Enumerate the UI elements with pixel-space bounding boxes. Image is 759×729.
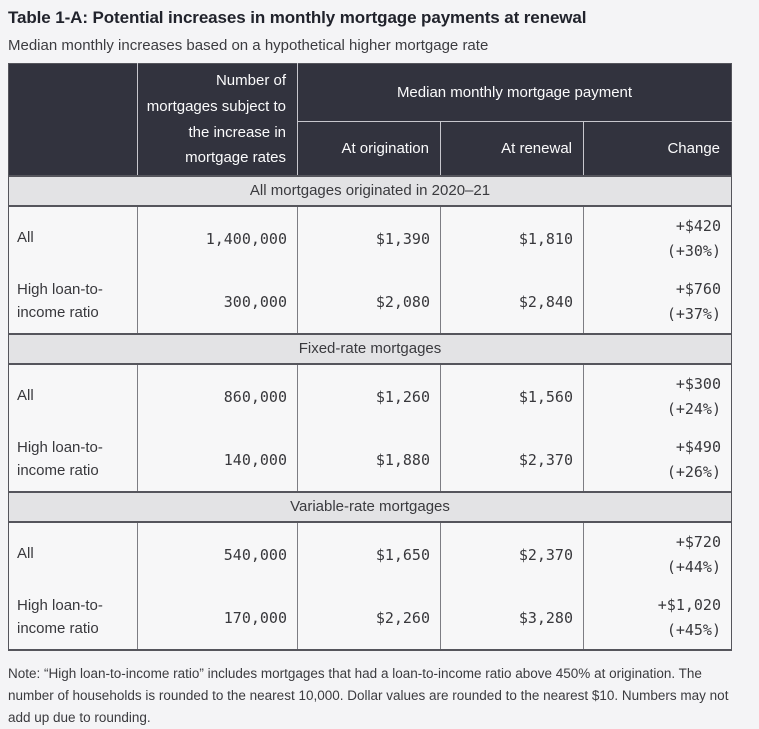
change-amount: +$1,020 [657,596,721,615]
origination-cell: $1,650 [297,522,441,587]
origination-cell: $2,080 [297,270,441,335]
origination-cell: $2,260 [297,586,441,651]
table-header: Number of mortgages subject to the incre… [8,63,732,177]
table-row: All 860,000 $1,260 $1,560 +$300 (+24%) [8,364,732,429]
count-cell: 170,000 [137,586,298,651]
count-cell: 540,000 [137,522,298,587]
change-cell: +$1,020 (+45%) [583,586,732,651]
change-percent: (+24%) [666,399,721,418]
header-at-origination: At origination [297,121,441,177]
header-at-renewal: At renewal [440,121,584,177]
change-percent: (+30%) [666,241,721,260]
table-row: All 1,400,000 $1,390 $1,810 +$420 (+30%) [8,206,732,271]
table-note: Note: “High loan-to-income ratio” includ… [8,666,729,725]
mortgage-payments-table: Number of mortgages subject to the incre… [8,63,732,652]
row-label: High loan-to-income ratio [8,428,138,493]
renewal-cell: $2,840 [440,270,584,335]
table-row: High loan-to-income ratio 170,000 $2,260… [8,586,732,651]
origination-cell: $1,880 [297,428,441,493]
count-cell: 1,400,000 [137,206,298,271]
row-label: High loan-to-income ratio [8,270,138,335]
change-amount: +$490 [675,438,721,457]
section-variable-rate: Variable-rate mortgages [8,491,732,524]
change-amount: +$720 [675,533,721,552]
table-row: High loan-to-income ratio 300,000 $2,080… [8,270,732,335]
change-amount: +$760 [675,280,721,299]
row-label: High loan-to-income ratio [8,586,138,651]
page-title: Table 1-A: Potential increases in monthl… [8,8,587,27]
change-cell: +$300 (+24%) [583,364,732,429]
header-change: Change [583,121,732,177]
row-label: All [8,522,138,587]
page-subtitle: Median monthly increases based on a hypo… [8,37,489,54]
change-amount: +$420 [675,217,721,236]
header-empty-cell [8,63,138,177]
row-label: All [8,206,138,271]
change-percent: (+44%) [666,557,721,576]
origination-cell: $1,390 [297,206,441,271]
change-percent: (+45%) [666,620,721,639]
section-all-mortgages: All mortgages originated in 2020–21 [8,175,732,208]
change-percent: (+26%) [666,462,721,481]
section-title: All mortgages originated in 2020–21 [8,175,732,208]
renewal-cell: $2,370 [440,522,584,587]
change-amount: +$300 [675,375,721,394]
count-cell: 300,000 [137,270,298,335]
count-cell: 860,000 [137,364,298,429]
renewal-cell: $1,560 [440,364,584,429]
row-label: All [8,364,138,429]
header-median-payment-group: Median monthly mortgage payment [297,63,732,123]
section-fixed-rate: Fixed-rate mortgages [8,333,732,366]
renewal-cell: $2,370 [440,428,584,493]
section-title: Variable-rate mortgages [8,491,732,524]
table-row: High loan-to-income ratio 140,000 $1,880… [8,428,732,493]
origination-cell: $1,260 [297,364,441,429]
count-cell: 140,000 [137,428,298,493]
change-percent: (+37%) [666,304,721,323]
section-title: Fixed-rate mortgages [8,333,732,366]
renewal-cell: $3,280 [440,586,584,651]
table-row: All 540,000 $1,650 $2,370 +$720 (+44%) [8,522,732,587]
change-cell: +$760 (+37%) [583,270,732,335]
change-cell: +$490 (+26%) [583,428,732,493]
header-number-of-mortgages: Number of mortgages subject to the incre… [137,63,298,177]
change-cell: +$720 (+44%) [583,522,732,587]
change-cell: +$420 (+30%) [583,206,732,271]
renewal-cell: $1,810 [440,206,584,271]
